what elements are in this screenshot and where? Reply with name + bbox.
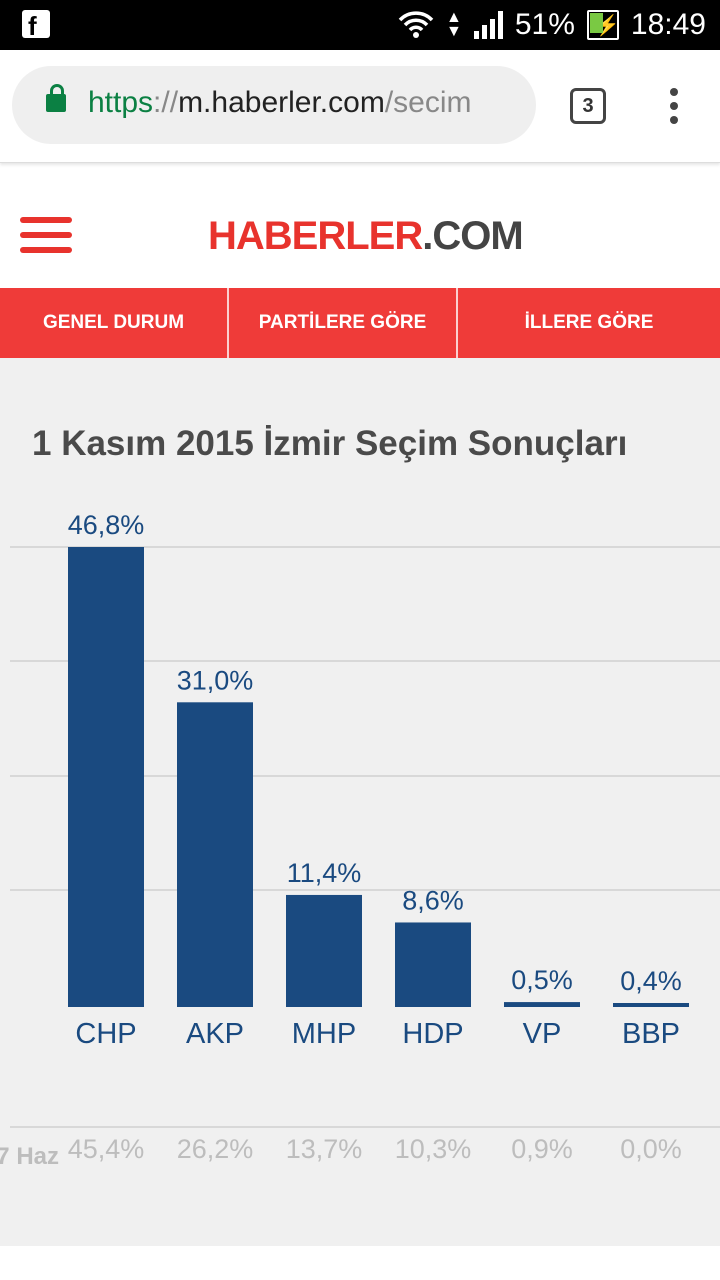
previous-value-label: 26,2% bbox=[177, 1134, 254, 1164]
bar-value-label: 11,4% bbox=[287, 858, 362, 888]
address-bar[interactable]: https://m.haberler.com/secim bbox=[12, 66, 536, 144]
category-label: HDP bbox=[402, 1018, 463, 1050]
tab-switcher-button[interactable]: 3 bbox=[570, 88, 606, 124]
category-label: MHP bbox=[292, 1018, 356, 1050]
bar-value-label: 46,8% bbox=[68, 510, 145, 540]
page-title: 1 Kasım 2015 İzmir Seçim Sonuçları bbox=[32, 424, 628, 463]
data-arrows-icon: ▲ ▼ bbox=[446, 9, 462, 40]
signal-icon bbox=[473, 11, 503, 39]
section-tabs: GENEL DURUM PARTİLERE GÖRE İLLERE GÖRE bbox=[0, 288, 720, 358]
url-text[interactable]: https://m.haberler.com/secim bbox=[88, 86, 528, 120]
lock-icon bbox=[46, 84, 66, 112]
previous-value-label: 0,0% bbox=[620, 1134, 682, 1164]
category-label: AKP bbox=[186, 1018, 244, 1050]
previous-value-label: 0,9% bbox=[511, 1134, 573, 1164]
clock: 18:49 bbox=[630, 8, 706, 41]
bar-mhp bbox=[286, 894, 362, 1007]
url-scheme: https bbox=[88, 86, 154, 119]
site-header: HABERLER.COM bbox=[0, 170, 720, 288]
previous-value-label: 13,7% bbox=[286, 1134, 363, 1164]
category-label: BBP bbox=[622, 1018, 680, 1050]
tab-illere-gore[interactable]: İLLERE GÖRE bbox=[524, 312, 654, 333]
bar-value-label: 31,0% bbox=[177, 665, 254, 695]
category-label: VP bbox=[523, 1018, 562, 1050]
wifi-icon bbox=[398, 11, 434, 38]
previous-value-label: 10,3% bbox=[395, 1134, 472, 1164]
bar-value-label: 0,4% bbox=[620, 966, 682, 996]
previous-value-label: 45,4% bbox=[68, 1134, 145, 1164]
overflow-menu-icon[interactable] bbox=[664, 88, 684, 126]
results-chart: 46,8% CHP 45,4% 31,0% AKP 26,2% 11,4% MHP 13,7% 8… bbox=[0, 510, 720, 1170]
category-label: CHP bbox=[75, 1018, 136, 1050]
bar-vp bbox=[504, 1002, 580, 1007]
url-host: m.haberler.com bbox=[178, 86, 385, 119]
facebook-icon: f bbox=[22, 10, 50, 41]
url-separator: :// bbox=[153, 86, 179, 119]
browser-toolbar: https://m.haberler.com/secim 3 bbox=[0, 50, 720, 163]
logo-text-main: HABERLER bbox=[208, 214, 423, 258]
bar-chp bbox=[68, 547, 144, 1007]
results-panel: 1 Kasım 2015 İzmir Seçim Sonuçları 46,8%… bbox=[0, 358, 720, 1246]
bar-value-label: 0,5% bbox=[511, 965, 573, 995]
bar-hdp bbox=[395, 922, 471, 1007]
battery-percent: 51% bbox=[514, 8, 575, 41]
previous-election-label: 7 Haz bbox=[0, 1143, 59, 1170]
status-bar: f ▲ ▼ 51% ⚡ 18:49 bbox=[0, 0, 720, 50]
bar-bbp bbox=[613, 1003, 689, 1007]
logo-text-domain: .COM bbox=[422, 214, 523, 258]
battery-icon: ⚡ bbox=[586, 10, 620, 40]
url-path: /secim bbox=[384, 86, 472, 119]
hamburger-menu-icon[interactable] bbox=[20, 217, 72, 262]
bar-akp bbox=[177, 702, 253, 1007]
bar-value-label: 8,6% bbox=[402, 885, 464, 915]
site-logo[interactable]: HABERLER.COM bbox=[208, 214, 524, 259]
tab-genel-durum[interactable]: GENEL DURUM bbox=[0, 288, 229, 358]
tab-partilere-gore[interactable]: PARTİLERE GÖRE bbox=[229, 288, 458, 358]
